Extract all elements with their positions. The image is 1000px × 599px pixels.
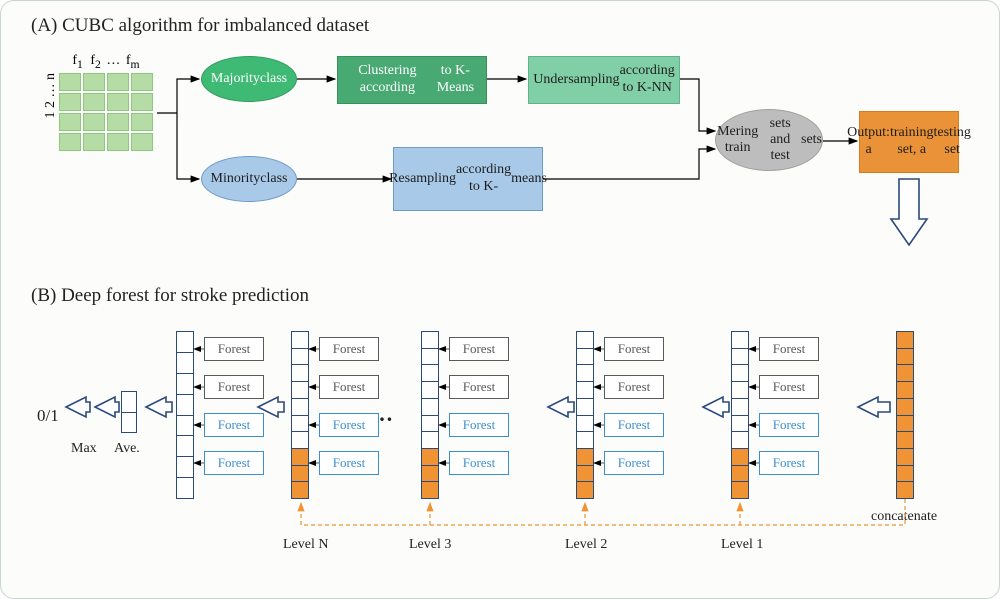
grid-cell [131,73,153,91]
random-forest-box: Forest [319,375,379,399]
complete-random-forest-box: Forest [204,451,264,475]
grid-col-labels: f1 f2 … fm [59,53,153,71]
random-forest-box: Forest [604,337,664,361]
grid-cell [83,93,105,111]
grid-cell [131,113,153,131]
complete-random-forest-box: Forest [604,413,664,437]
complete-random-forest-box: Forest [604,451,664,475]
random-forest-box: Forest [759,375,819,399]
section-a-title: (A) CUBC algorithm for imbalanced datase… [31,15,369,37]
grid-cell [107,133,129,151]
complete-random-forest-box: Forest [759,451,819,475]
node-resampling: Resamplingaccording to K-means [393,147,543,211]
level-1-vector [731,331,749,499]
grid-cell [83,113,105,131]
complete-random-forest-box: Forest [319,413,379,437]
concat-label: concatenate [871,509,937,525]
level-2-vector [576,331,594,499]
grid-cell [83,73,105,91]
output-vector [176,331,194,499]
grid-cell [59,93,81,111]
grid-cell [59,113,81,131]
random-forest-box: Forest [604,375,664,399]
output-01: 0/1 [37,406,59,426]
node-output: Output: atraining set, atesting set [859,111,959,173]
complete-random-forest-box: Forest [449,413,509,437]
node-majority-class: Majorityclass [201,56,297,102]
diagram-canvas: (A) CUBC algorithm for imbalanced datase… [0,0,1000,599]
random-forest-box: Forest [449,337,509,361]
ave-vector [121,391,137,433]
complete-random-forest-box: Forest [204,413,264,437]
grid-cell [131,133,153,151]
grid-cell [107,73,129,91]
grid-cell [107,113,129,131]
complete-random-forest-box: Forest [759,413,819,437]
level-1-label: Level 1 [721,537,763,553]
random-forest-box: Forest [204,375,264,399]
grid-cell [131,93,153,111]
random-forest-box: Forest [204,337,264,361]
level-2-label: Level 2 [565,537,607,553]
max-label: Max [71,441,97,457]
complete-random-forest-box: Forest [449,451,509,475]
grid-cell [59,133,81,151]
node-undersampling: Undersamplingaccording to K-NN [528,56,680,104]
level-n-vector [291,331,309,499]
level-3-vector [421,331,439,499]
node-merging: Mering trainsets and testsets [715,109,823,171]
grid-cell [83,133,105,151]
input-vector [896,331,914,499]
level-n-label: Level N [283,537,328,553]
complete-random-forest-box: Forest [319,451,379,475]
node-minority-class: Minorityclass [201,156,297,202]
node-clustering: Clustering accordingto K-Means [337,56,487,104]
random-forest-box: Forest [759,337,819,361]
feature-matrix: f1 f2 … fm 1 2 … n [59,53,153,151]
grid-cell [59,73,81,91]
section-b-title: (B) Deep forest for stroke prediction [31,285,309,307]
grid-row-labels: 1 2 … n [43,73,59,119]
level-3-label: Level 3 [409,537,451,553]
random-forest-box: Forest [319,337,379,361]
random-forest-box: Forest [449,375,509,399]
ave-label: Ave. [114,441,140,457]
grid-cell [107,93,129,111]
